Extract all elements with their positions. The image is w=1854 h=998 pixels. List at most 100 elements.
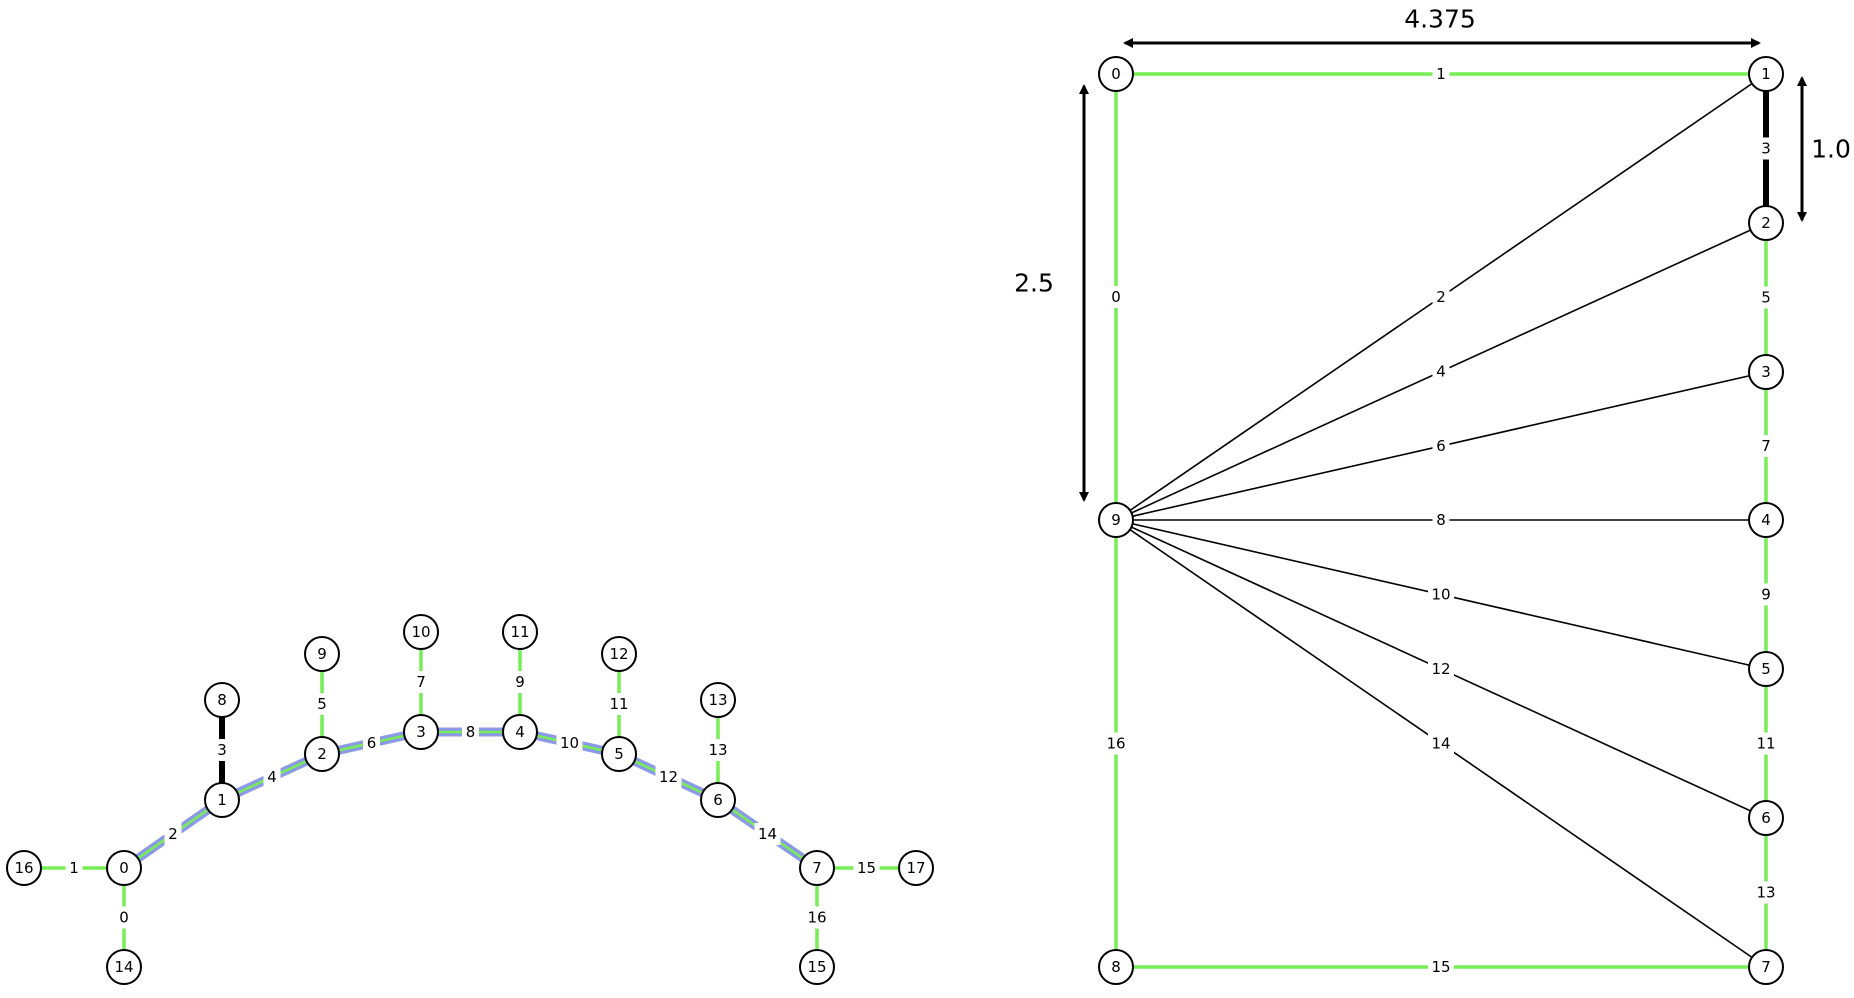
right-node-6: 6 xyxy=(1748,800,1784,836)
left-edge-1-label: 1 xyxy=(69,859,79,877)
right-edge-10: 10 xyxy=(1115,519,1767,670)
left-node-7-circle xyxy=(799,850,835,886)
right-edge-11-label-bg xyxy=(1753,732,1779,755)
right-edge-8: 8 xyxy=(1116,509,1766,531)
left-edge-7-label-bg xyxy=(412,671,430,693)
right-edge-12-label-bg xyxy=(1428,658,1454,680)
left-node-14-circle xyxy=(106,949,142,985)
left-node-9-label: 9 xyxy=(317,645,327,663)
right-node-7-circle xyxy=(1748,949,1784,985)
right-edge-13: 13 xyxy=(1753,818,1779,967)
right-edge-1: 1 xyxy=(1116,63,1766,85)
left-node-8-label: 8 xyxy=(217,691,227,709)
left-node-10-label: 10 xyxy=(411,623,430,641)
right-node-9-circle xyxy=(1098,502,1134,538)
right-node-1: 1 xyxy=(1748,56,1784,92)
right-edge-16-label: 16 xyxy=(1106,735,1125,753)
left-edge-9-label-bg xyxy=(511,671,529,693)
left-node-2-circle xyxy=(304,736,340,772)
left-node-12-label: 12 xyxy=(609,645,628,663)
left-edge-16: 16 xyxy=(804,868,830,967)
right-edge-4-label: 4 xyxy=(1436,363,1446,381)
left-edge-9-label: 9 xyxy=(515,673,525,691)
left-node-11-label: 11 xyxy=(510,623,529,641)
left-node-3-label: 3 xyxy=(416,723,426,741)
right-node-6-label: 6 xyxy=(1761,809,1771,827)
left-edge-1-label-bg xyxy=(65,857,83,879)
right-node-8-label: 8 xyxy=(1111,958,1121,976)
right-edge-15: 15 xyxy=(1116,956,1766,978)
left-edge-12: 12 xyxy=(614,749,723,805)
left-node-8: 8 xyxy=(204,682,240,718)
left-edge-14-label: 14 xyxy=(758,825,777,843)
left-node-9: 9 xyxy=(304,636,340,672)
left-edge-0-label-bg xyxy=(115,906,133,929)
right-edge-5: 5 xyxy=(1757,223,1775,372)
right-node-1-circle xyxy=(1748,56,1784,92)
right-node-2-label: 2 xyxy=(1761,214,1771,232)
left-edge-8-label: 8 xyxy=(466,723,476,741)
left-node-5: 5 xyxy=(601,736,637,772)
right-node-6-circle xyxy=(1748,800,1784,836)
left-node-13-label: 13 xyxy=(708,691,727,709)
right-edge-13-label: 13 xyxy=(1756,884,1775,902)
right-edge-0-label-bg xyxy=(1107,286,1125,308)
left-edge-10-label: 10 xyxy=(560,734,579,752)
left-node-15-label: 15 xyxy=(807,958,826,976)
right-node-5-label: 5 xyxy=(1761,660,1771,678)
right-node-1-label: 1 xyxy=(1761,65,1771,83)
right-node-3: 3 xyxy=(1748,354,1784,390)
left-node-8-circle xyxy=(204,682,240,718)
left-edge-5-label: 5 xyxy=(317,695,327,713)
left-node-3-circle xyxy=(403,714,439,750)
left-edge-4-label: 4 xyxy=(267,768,277,786)
left-node-6: 6 xyxy=(700,782,736,818)
right-node-9-label: 9 xyxy=(1111,511,1121,529)
right-node-2: 2 xyxy=(1748,205,1784,241)
right-edge-5-label: 5 xyxy=(1761,289,1771,307)
left-edge-6-label-bg xyxy=(363,732,380,754)
right-edge-6: 6 xyxy=(1115,371,1767,521)
right-edge-16: 16 xyxy=(1103,520,1129,967)
right-node-4: 4 xyxy=(1748,502,1784,538)
right-node-0: 0 xyxy=(1098,56,1134,92)
left-node-10: 10 xyxy=(403,614,439,650)
right-edge-8-label: 8 xyxy=(1436,511,1446,529)
left-node-0-label: 0 xyxy=(119,859,129,877)
right-edge-1-label-bg xyxy=(1432,63,1450,85)
right-node-7: 7 xyxy=(1748,949,1784,985)
left-node-5-label: 5 xyxy=(614,745,624,763)
left-node-0: 0 xyxy=(106,850,142,886)
left-edge-14-label-bg xyxy=(754,823,781,845)
right-edge-10-label: 10 xyxy=(1431,586,1450,604)
right-edge-0: 0 xyxy=(1107,74,1125,520)
left-edge-2-label: 2 xyxy=(168,825,178,843)
left-node-16-label: 16 xyxy=(14,859,33,877)
right-node-9: 9 xyxy=(1098,502,1134,538)
right-node-0-circle xyxy=(1098,56,1134,92)
right-edge-4: 4 xyxy=(1115,222,1767,521)
right-edge-0-label: 0 xyxy=(1111,288,1121,306)
left-node-17: 17 xyxy=(898,850,934,886)
right-node-2-circle xyxy=(1748,205,1784,241)
right-edge-16-label-bg xyxy=(1103,732,1129,755)
left-edge-12-label-bg xyxy=(655,766,682,788)
left-edge-16-label-bg xyxy=(804,906,830,929)
left-node-4: 4 xyxy=(502,714,538,750)
right-node-4-label: 4 xyxy=(1761,511,1771,529)
left-edge-10-label-bg xyxy=(556,732,583,754)
right-edge-15-label: 15 xyxy=(1431,958,1450,976)
right-edge-5-label-bg xyxy=(1757,286,1775,309)
left-node-0-circle xyxy=(106,850,142,886)
left-node-1-label: 1 xyxy=(217,791,227,809)
left-node-4-circle xyxy=(502,714,538,750)
right-edge-9-label: 9 xyxy=(1761,586,1771,604)
left-edge-15-label: 15 xyxy=(857,859,876,877)
right-node-4-circle xyxy=(1748,502,1784,538)
right-node-3-label: 3 xyxy=(1761,363,1771,381)
dimension-height-left: 2.5 xyxy=(1014,84,1089,502)
left-node-13-circle xyxy=(700,682,736,718)
right-edge-11: 11 xyxy=(1753,669,1779,818)
